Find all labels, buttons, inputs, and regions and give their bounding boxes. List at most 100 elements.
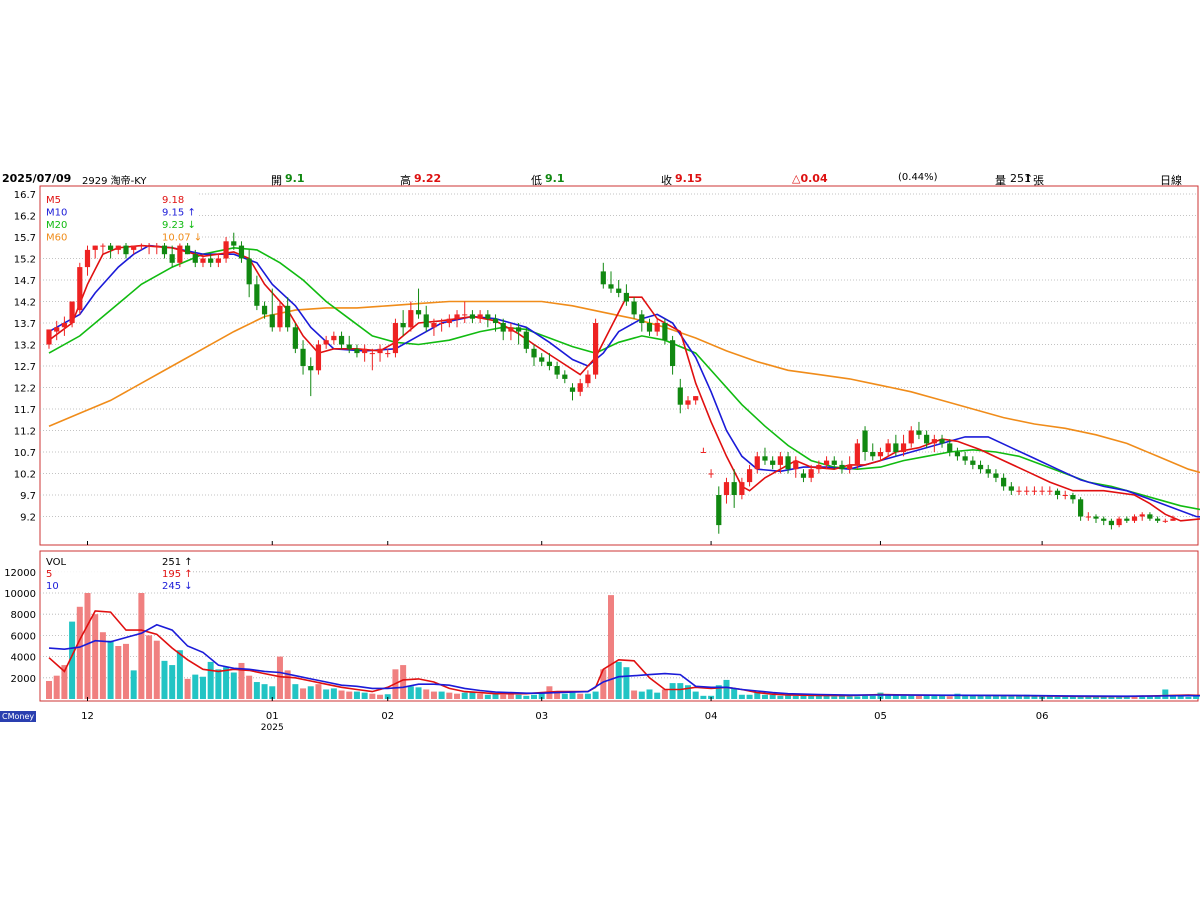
volume-bar	[1093, 695, 1100, 699]
candle	[177, 243, 183, 268]
candle	[554, 361, 560, 379]
candle	[77, 262, 83, 315]
volume-bar	[1008, 696, 1015, 699]
candle	[646, 318, 653, 336]
volume-legend-value: 251 ↑	[162, 557, 193, 568]
candle-body	[662, 323, 668, 341]
volume-bar	[631, 690, 638, 699]
volume-bar	[1131, 696, 1138, 699]
change-value: △0.04	[792, 172, 828, 185]
candle-body	[931, 439, 937, 444]
volume-bar	[207, 661, 214, 699]
legend-value-m20: 9.23 ↓	[162, 220, 196, 231]
candle	[1054, 488, 1061, 500]
candle-body	[531, 348, 537, 358]
volume-bar	[230, 672, 237, 699]
candle	[877, 447, 884, 461]
candle	[1016, 486, 1022, 495]
volume-tick-label: 12000	[4, 568, 36, 579]
volume-bar	[307, 686, 314, 699]
volume-bar	[877, 692, 884, 699]
candle	[1108, 518, 1115, 530]
price-legend-box	[43, 191, 197, 243]
volume-bar	[723, 679, 730, 699]
volume-bar	[246, 675, 253, 699]
candle	[924, 430, 930, 448]
candle	[362, 344, 368, 362]
volume-bar	[492, 693, 499, 699]
volume-bar	[915, 694, 922, 699]
candle	[1039, 486, 1045, 495]
candle	[593, 318, 599, 379]
change-percent: (0.44%)	[898, 172, 938, 183]
volume-bar	[615, 661, 622, 699]
candle	[200, 254, 206, 268]
candle-body	[1147, 514, 1153, 519]
candle-body	[338, 335, 345, 345]
volume-ma10-line	[48, 623, 1200, 698]
candle	[654, 318, 660, 336]
candle-body	[739, 482, 745, 495]
candle-body	[315, 344, 322, 371]
candle-body	[993, 473, 999, 478]
volume-bar	[415, 687, 422, 699]
candle-body	[593, 323, 599, 375]
volume-value: 251	[1010, 172, 1031, 185]
candle-body	[508, 327, 514, 332]
candle-body	[562, 374, 568, 379]
candle	[184, 241, 191, 255]
candle-body	[131, 245, 137, 250]
candle	[947, 439, 953, 457]
candle	[54, 320, 60, 341]
volume-bar	[377, 694, 384, 699]
volume-bar	[423, 689, 430, 699]
candle-body	[546, 361, 553, 366]
candle	[492, 314, 499, 332]
price-tick-label: 11.7	[14, 405, 36, 416]
candle	[731, 469, 737, 508]
candle-body	[1001, 477, 1007, 487]
candle-body	[577, 383, 583, 392]
candle	[870, 443, 876, 461]
volume-bar	[800, 695, 807, 699]
candle-body	[462, 314, 468, 316]
candle-body	[539, 357, 545, 362]
candle	[808, 464, 814, 483]
volume-bar	[946, 696, 953, 699]
close-label: 收	[661, 174, 672, 187]
volume-bar	[1016, 695, 1023, 699]
volume-bar	[292, 684, 299, 699]
candle	[354, 344, 360, 358]
candle-body	[785, 456, 791, 470]
volume-bar	[1177, 695, 1184, 699]
candle-body	[1108, 520, 1115, 526]
candle	[338, 331, 345, 349]
volume-bar	[430, 691, 437, 699]
volume-bar	[608, 595, 614, 699]
candle	[962, 452, 968, 465]
volume-bar	[1054, 696, 1061, 699]
candle-body	[716, 495, 722, 526]
volume-legend-name: 10	[46, 581, 59, 592]
month-label: 06	[1036, 711, 1049, 722]
volume-bar	[638, 691, 645, 699]
month-label: 01	[266, 711, 279, 722]
volume-bar	[623, 667, 630, 699]
price-tick-label: 15.2	[14, 255, 36, 266]
candle-body	[685, 400, 691, 405]
volume-bar	[84, 593, 91, 699]
volume-bar	[931, 695, 938, 699]
candle	[285, 297, 291, 332]
candle-body	[816, 464, 822, 470]
candle-body	[954, 452, 961, 457]
candle-body	[1054, 490, 1061, 495]
candle-body	[700, 452, 706, 453]
volume-bar	[469, 691, 476, 699]
candle	[970, 456, 976, 470]
candle	[315, 340, 322, 375]
candle	[562, 370, 568, 384]
volume-bar	[1162, 689, 1169, 699]
candle-body	[893, 443, 899, 452]
volume-bar	[76, 606, 83, 699]
volume-bar	[761, 694, 768, 699]
